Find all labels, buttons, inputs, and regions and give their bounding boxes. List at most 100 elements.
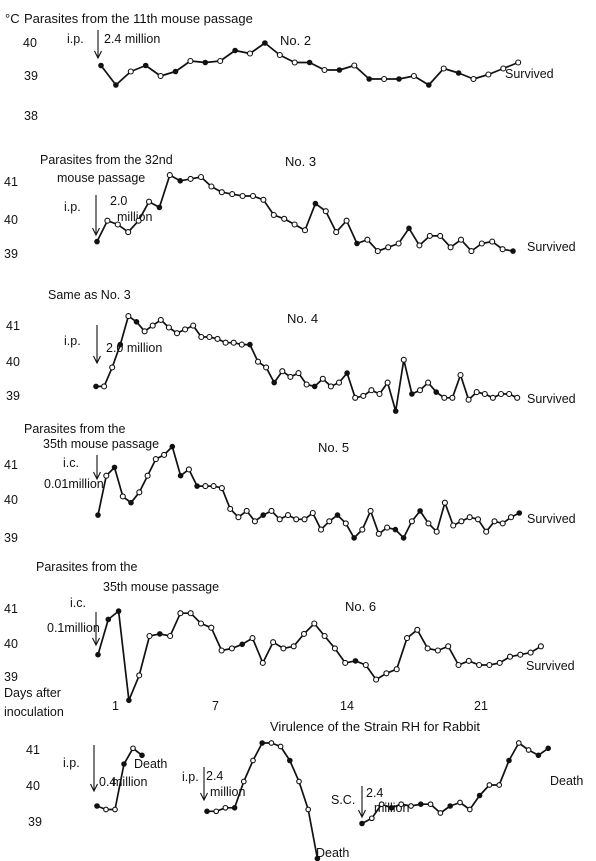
data-point — [525, 747, 532, 753]
panel-no2-dose: 2.4 million — [104, 32, 160, 46]
data-point — [194, 483, 200, 489]
panel-no3-title: No. 3 — [285, 154, 316, 169]
data-point — [95, 651, 101, 658]
data-point — [276, 516, 283, 523]
y-tick-label: 41 — [26, 743, 40, 757]
data-point — [271, 379, 278, 386]
data-point — [398, 801, 405, 808]
rabbit-curve3-dose-line1: 2.4 — [366, 786, 383, 800]
data-point — [208, 183, 215, 190]
data-point — [177, 472, 184, 479]
arrow-head — [93, 471, 101, 481]
data-point — [197, 173, 205, 181]
data-point — [506, 653, 514, 660]
data-point — [457, 236, 465, 243]
data-point — [177, 178, 183, 184]
rabbit-curve3-outcome: Death — [550, 774, 583, 788]
data-point — [496, 782, 503, 788]
y-tick-label: 41 — [6, 319, 20, 333]
data-point — [364, 236, 371, 243]
data-point — [231, 805, 238, 811]
data-point — [336, 67, 343, 73]
panel-no3-dose-line1: 2.0 — [110, 194, 127, 208]
data-point — [156, 204, 163, 211]
data-point — [408, 803, 414, 809]
data-point — [344, 370, 350, 376]
data-point — [157, 72, 164, 80]
data-point — [145, 198, 153, 205]
data-point — [290, 643, 297, 650]
data-point — [427, 801, 434, 808]
data-point — [362, 661, 369, 669]
data-point — [182, 326, 189, 333]
data-point — [455, 661, 462, 669]
data-point — [359, 820, 365, 827]
data-point — [499, 246, 506, 253]
data-point — [351, 62, 358, 69]
panel-no6-series — [95, 608, 544, 704]
data-point — [440, 65, 447, 72]
data-point — [486, 782, 493, 788]
panel-no3: Parasites from the 32nd mouse passage No… — [4, 153, 576, 261]
data-point — [447, 244, 454, 251]
data-point — [202, 59, 209, 66]
data-point — [516, 510, 523, 516]
data-point — [383, 670, 390, 677]
data-point — [392, 408, 399, 414]
panel-no4-annotation: Same as No. 3 — [48, 288, 131, 302]
data-point — [119, 493, 126, 500]
data-point — [149, 322, 156, 329]
data-point — [450, 522, 457, 529]
data-point — [360, 392, 367, 399]
data-point — [217, 57, 224, 65]
data-point — [478, 240, 485, 247]
data-point — [213, 808, 220, 815]
data-point — [312, 200, 319, 207]
series-line — [96, 174, 514, 252]
y-tick-label: 41 — [4, 458, 18, 472]
rabbit-curve3-route: S.C. — [331, 793, 355, 807]
rabbit-panel-title: Virulence of the Strain RH for Rabbit — [270, 719, 480, 734]
data-point — [433, 389, 440, 395]
data-point — [198, 333, 205, 341]
panel-no6: Parasites from the 35th mouse passage No… — [4, 560, 575, 704]
data-point — [374, 248, 381, 255]
y-tick-label: 38 — [24, 109, 38, 123]
rabbit-curve1-outcome: Death — [134, 757, 167, 771]
data-point — [296, 778, 302, 785]
data-point — [95, 512, 101, 518]
data-point — [457, 371, 464, 379]
data-point — [125, 229, 132, 236]
data-point — [424, 645, 431, 652]
panel-no5-title: No. 5 — [318, 440, 349, 455]
data-point — [249, 192, 257, 200]
data-point — [169, 443, 176, 450]
data-point — [206, 333, 213, 341]
data-point — [218, 485, 225, 492]
panel-no6-title: No. 6 — [345, 599, 376, 614]
data-point — [141, 328, 148, 335]
data-point — [321, 66, 328, 74]
panel-no6-annotation-line1: Parasites from the — [36, 560, 137, 574]
data-point — [400, 356, 407, 363]
data-point — [515, 740, 522, 746]
rabbit-curve1-route: i.p. — [63, 756, 80, 770]
arrow-head — [92, 227, 100, 237]
data-point — [232, 47, 238, 54]
data-point — [247, 341, 253, 348]
data-point — [117, 341, 124, 348]
panel-no5-outcome: Survived — [527, 512, 576, 526]
data-point — [466, 806, 473, 813]
arrow-head — [358, 809, 366, 819]
unit-label: °C — [5, 11, 20, 26]
y-tick-label: 41 — [4, 602, 18, 616]
arrow-head — [200, 792, 208, 802]
data-point — [300, 630, 308, 637]
data-point — [342, 659, 349, 666]
panel-no2-title: No. 2 — [280, 33, 311, 48]
data-point — [121, 761, 127, 767]
data-point — [287, 757, 293, 764]
data-point — [485, 71, 492, 78]
rabbit-panel: Virulence of the Strain RH for Rabbit 41… — [26, 719, 583, 861]
data-point — [103, 806, 109, 813]
